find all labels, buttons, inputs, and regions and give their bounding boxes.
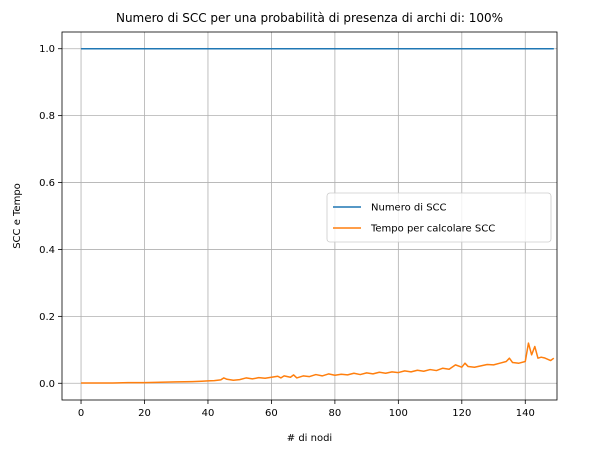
series-line-1 bbox=[81, 342, 555, 384]
plot-series bbox=[81, 47, 555, 384]
chart-title: Numero di SCC per una probabilità di pre… bbox=[116, 11, 503, 25]
x-tick-label: 120 bbox=[452, 408, 471, 419]
x-tick-label: 40 bbox=[202, 408, 215, 419]
y-tick-label: 0.4 bbox=[39, 245, 55, 256]
legend-label-1: Tempo per calcolare SCC bbox=[370, 224, 495, 235]
x-axis-label: # di nodi bbox=[287, 433, 332, 444]
y-tick-label: 1.0 bbox=[39, 44, 55, 55]
x-tick-label: 80 bbox=[329, 408, 342, 419]
plot-frame bbox=[61, 31, 558, 401]
y-tick-label: 0.0 bbox=[39, 379, 55, 390]
axis-ticks: 0 20 40 60 80 100 120 140 0.0 0.2 0.4 0.6 0.8 1.0 bbox=[39, 44, 535, 419]
legend-box bbox=[326, 192, 552, 243]
legend: Numero di SCC Tempo per calcolare SCC bbox=[326, 192, 552, 243]
x-tick-label: 0 bbox=[78, 408, 84, 419]
y-tick-label: 0.2 bbox=[39, 312, 55, 323]
y-axis-label: SCC e Tempo bbox=[12, 183, 23, 249]
y-tick-label: 0.8 bbox=[39, 111, 55, 122]
y-tick-label: 0.6 bbox=[39, 178, 55, 189]
legend-label-0: Numero di SCC bbox=[371, 203, 447, 214]
x-tick-label: 140 bbox=[516, 408, 535, 419]
x-tick-label: 20 bbox=[138, 408, 151, 419]
x-tick-label: 60 bbox=[265, 408, 278, 419]
x-tick-label: 100 bbox=[389, 408, 408, 419]
